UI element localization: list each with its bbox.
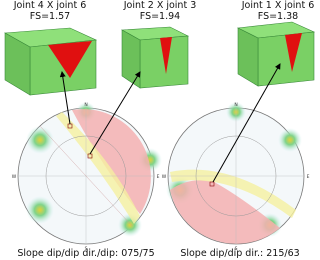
block-right	[236, 21, 316, 87]
arrow	[89, 71, 141, 155]
compass-label: N	[84, 102, 87, 108]
block-left	[3, 27, 98, 96]
slope-caption: Slope dip/dip dir.: 215/63	[180, 248, 299, 259]
compass-label: S	[85, 246, 88, 252]
stereonet-right: N E S W	[162, 102, 310, 252]
compass-label: W	[162, 174, 167, 180]
stereonet-left: N E S W	[12, 102, 162, 252]
factor-of-safety: FS=1.38	[258, 11, 298, 22]
arrow	[59, 71, 71, 125]
factor-of-safety: FS=1.94	[140, 11, 180, 22]
block-title: Joint 4 X joint 6	[13, 0, 87, 11]
factor-of-safety: FS=1.57	[30, 11, 70, 22]
block-title: Joint 1 X joint 6	[241, 0, 315, 11]
compass-label: N	[234, 102, 237, 108]
compass-label: E	[307, 174, 310, 180]
compass-label: E	[157, 174, 160, 180]
block-title: Joint 2 X joint 3	[123, 0, 197, 11]
slope-caption: Slope dip/dip dir./dip: 075/75	[17, 248, 154, 259]
compass-label: S	[235, 246, 238, 252]
arrow	[212, 63, 281, 183]
block-middle	[120, 26, 190, 89]
compass-label: W	[12, 174, 17, 180]
